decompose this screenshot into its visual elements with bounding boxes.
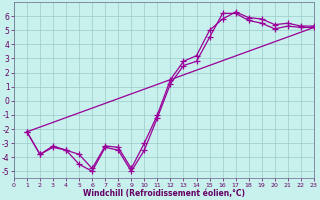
X-axis label: Windchill (Refroidissement éolien,°C): Windchill (Refroidissement éolien,°C): [83, 189, 245, 198]
